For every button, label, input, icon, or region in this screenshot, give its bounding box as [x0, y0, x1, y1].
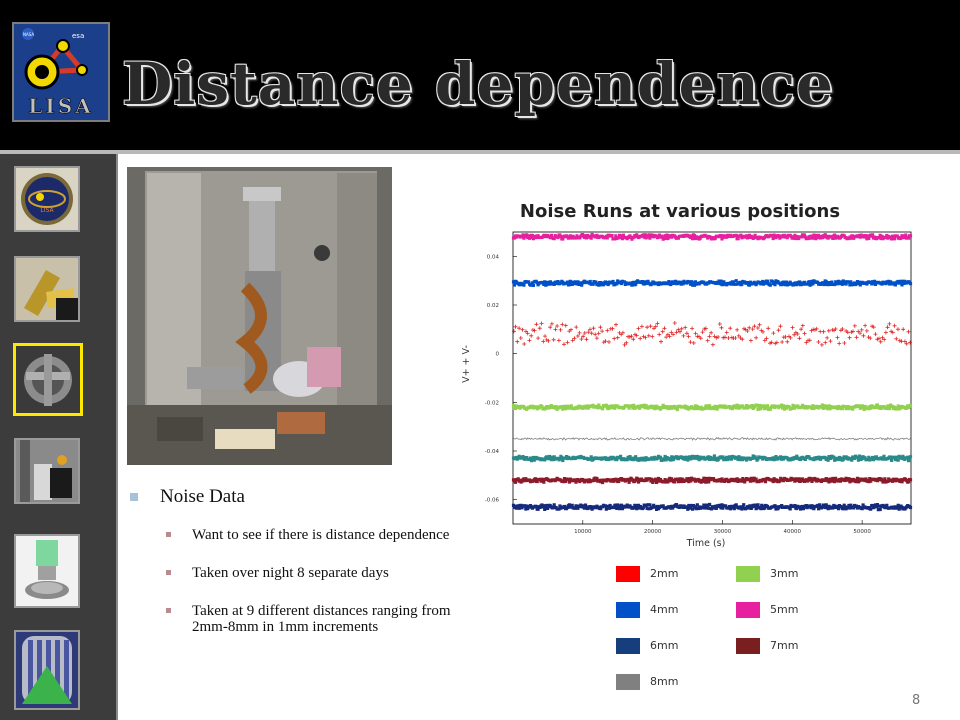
legend-swatch	[616, 638, 640, 654]
esa-label: esa	[72, 32, 84, 40]
header-divider	[0, 150, 960, 154]
noise-runs-chart: 10000 20000 30000 40000 50000 -0.06 -0.04 -0.02…	[461, 231, 913, 548]
x-tick-label: 30000	[714, 529, 732, 535]
sub-bullet-text: Taken at 9 different distances ranging f…	[192, 603, 451, 635]
thumbnail-gold-mirror[interactable]	[14, 256, 80, 322]
x-tick-label: 50000	[853, 529, 871, 535]
legend-swatch	[616, 602, 640, 618]
y-tick-label: -0.06	[485, 498, 500, 504]
chart-legend: 2mm 3mm 4mm 5mm 6mm 7mm 8mm	[616, 566, 856, 694]
lisa-logo: NASA esa LISA	[12, 22, 110, 122]
y-tick-label: -0.04	[485, 449, 500, 455]
thumbnail-green-optics[interactable]	[14, 534, 80, 608]
title-banner: NASA esa LISA Distance dependence	[0, 0, 960, 150]
series-line	[513, 436, 911, 442]
x-tick-label: 20000	[644, 529, 662, 535]
page-number: 8	[912, 693, 921, 708]
legend-label: 5mm	[770, 603, 799, 616]
svg-text:LISA: LISA	[40, 207, 54, 214]
legend-swatch	[736, 638, 760, 654]
series-markers	[511, 502, 913, 512]
y-axis-label: V+ + V-	[461, 345, 472, 383]
green-optics-icon	[16, 536, 78, 606]
thumbnail-electrode-housing[interactable]	[14, 630, 80, 710]
sub-bullet-item: Taken over night 8 separate days	[128, 565, 488, 581]
bullet-main-text: Noise Data	[160, 486, 245, 507]
sub-bullet-marker	[166, 608, 171, 613]
legend-swatch	[616, 674, 640, 690]
bullet-marker	[130, 493, 138, 501]
x-tick-label: 10000	[574, 529, 592, 535]
legend-label: 3mm	[770, 567, 799, 580]
lisa-logo-icon: NASA esa LISA	[14, 24, 108, 120]
electrode-housing-icon	[16, 632, 78, 708]
sub-bullet-text: Want to see if there is distance depende…	[192, 527, 450, 543]
series-markers	[511, 321, 913, 347]
x-tick-label: 40000	[784, 529, 802, 535]
sub-bullet-item: Taken at 9 different distances ranging f…	[128, 603, 488, 635]
series-markers	[511, 279, 913, 287]
legend-swatch	[736, 602, 760, 618]
legend-swatch	[736, 566, 760, 582]
legend-label: 2mm	[650, 567, 679, 580]
page-title: Distance dependence	[122, 50, 834, 118]
bullet-list: Noise Data Want to see if there is dista…	[128, 485, 488, 657]
nasa-label: NASA	[23, 32, 34, 37]
sidebar-divider	[116, 154, 118, 720]
series-markers	[511, 403, 913, 412]
thumbnail-torsion-pendulum[interactable]	[14, 438, 80, 504]
y-tick-label: 0	[496, 352, 500, 358]
slide-thumbnail-sidebar	[0, 154, 116, 720]
sub-bullet-marker	[166, 570, 171, 575]
emblem-icon: LISA	[16, 168, 78, 230]
legend-swatch	[616, 566, 640, 582]
sub-bullet-item: Want to see if there is distance depende…	[128, 527, 488, 543]
sub-bullet-marker	[166, 532, 171, 537]
sub-bullet-text: Taken over night 8 separate days	[192, 565, 389, 581]
legend-label: 4mm	[650, 603, 679, 616]
thumbnail-vacuum-chamber[interactable]	[13, 343, 83, 416]
y-tick-label: -0.02	[485, 400, 499, 406]
x-axis-label: Time (s)	[686, 538, 726, 548]
torsion-pendulum-icon	[16, 440, 78, 502]
series-markers	[511, 232, 913, 241]
apparatus-image	[127, 167, 392, 465]
legend-label: 8mm	[650, 675, 679, 688]
y-tick-label: 0.04	[487, 254, 500, 260]
thumbnail-lisa-emblem[interactable]: LISA	[14, 166, 80, 232]
lab-apparatus-photo	[127, 167, 392, 465]
series-markers	[511, 454, 913, 463]
legend-label: 6mm	[650, 639, 679, 652]
bullet-main: Noise Data	[128, 485, 488, 509]
lisa-wordmark: LISA	[28, 94, 93, 118]
vacuum-chamber-icon	[16, 346, 80, 413]
y-tick-label: 0.02	[487, 303, 499, 309]
series-markers	[511, 476, 913, 485]
gold-mirror-icon	[16, 258, 78, 320]
legend-label: 7mm	[770, 639, 799, 652]
chart-title: Noise Runs at various positions	[519, 201, 841, 222]
